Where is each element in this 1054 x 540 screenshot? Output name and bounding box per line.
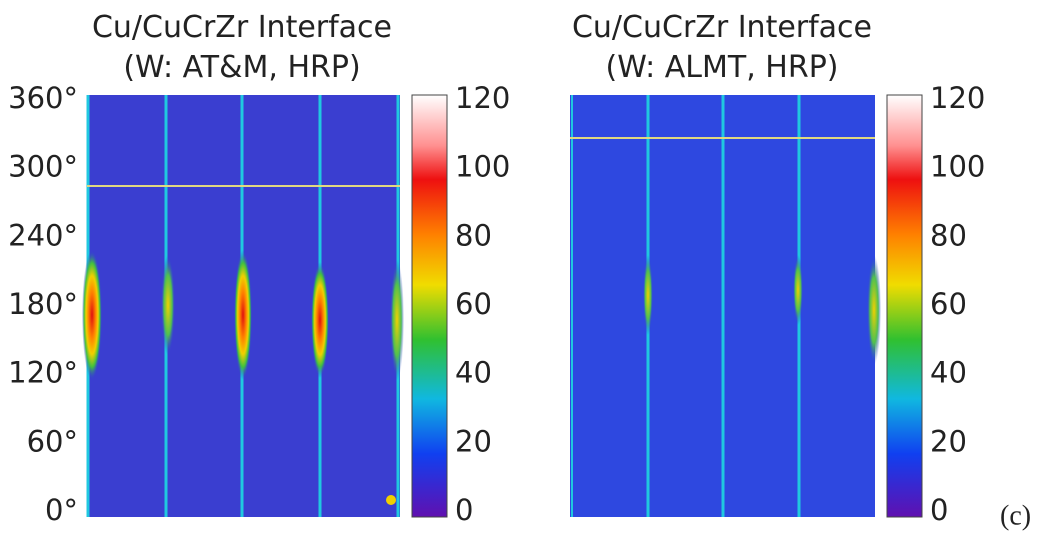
- panel-title: (W: ALMT, HRP): [606, 50, 839, 85]
- colorbar-tick-label: 0: [930, 493, 948, 527]
- colorbar-tick-label: 40: [455, 356, 492, 390]
- panel-label: (c): [1000, 500, 1031, 531]
- colorbar-tick-label: 60: [930, 287, 967, 321]
- colorbar-tick-label: 120: [930, 81, 985, 115]
- y-tick-label: 0°: [45, 493, 78, 527]
- y-tick-label: 300°: [8, 150, 78, 184]
- panel-title: Cu/CuCrZr Interface: [572, 10, 872, 45]
- y-tick-label: 60°: [27, 424, 78, 458]
- colorbar-tick-label: 80: [455, 218, 492, 252]
- colorbar-tick-label: 100: [930, 150, 985, 184]
- y-tick-label: 120°: [8, 356, 78, 390]
- colorbar-tick-label: 120: [455, 81, 510, 115]
- panel-title: Cu/CuCrZr Interface: [92, 10, 392, 45]
- panel-title: (W: AT&M, HRP): [123, 50, 360, 85]
- scan-image-1: [82, 95, 404, 517]
- colorbar-tick-label: 80: [930, 218, 967, 252]
- colorbar-1: [411, 94, 448, 518]
- y-tick-label: 360°: [8, 81, 78, 115]
- colorbar-tick-label: 40: [930, 356, 967, 390]
- colorbar-tick-label: 60: [455, 287, 492, 321]
- colorbar-tick-label: 0: [455, 493, 473, 527]
- colorbar-2: [886, 94, 923, 518]
- colorbar-tick-label: 100: [455, 150, 510, 184]
- colorbar-tick-label: 20: [930, 424, 967, 458]
- y-tick-label: 180°: [8, 287, 78, 321]
- scan-image-2: [570, 95, 881, 517]
- colorbar-tick-label: 20: [455, 424, 492, 458]
- y-tick-label: 240°: [8, 218, 78, 252]
